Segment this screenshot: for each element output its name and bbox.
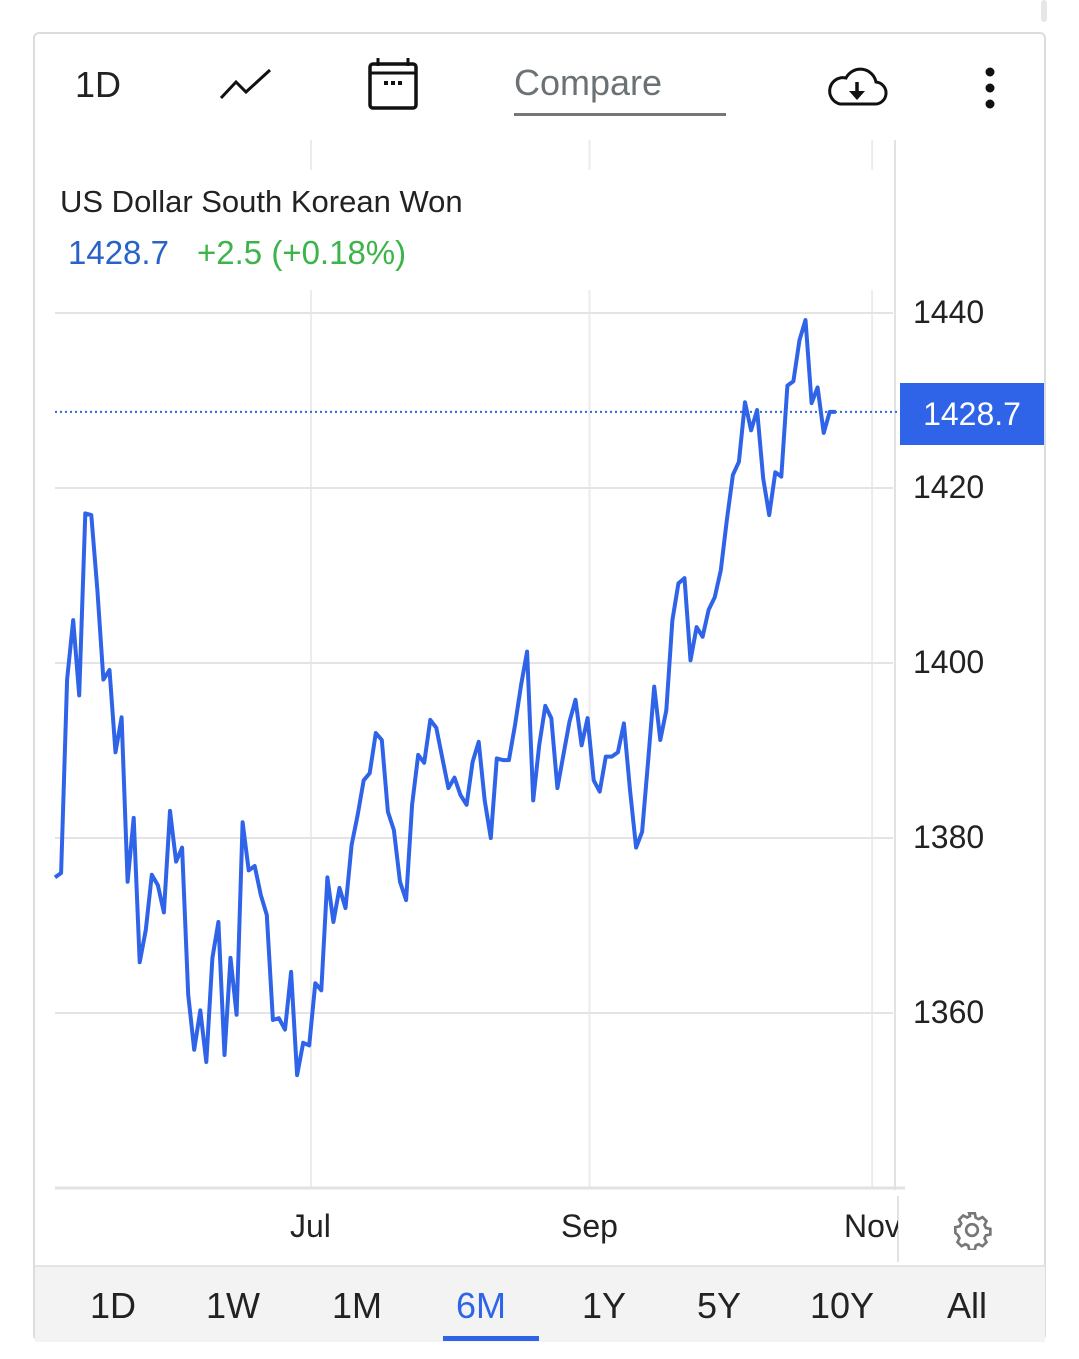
range-1m[interactable]: 1M — [332, 1285, 383, 1326]
cloud-download-icon[interactable] — [826, 64, 888, 108]
page-scrollbar[interactable] — [1041, 0, 1047, 22]
x-tick-sep: Sep — [561, 1208, 618, 1244]
y-tick-label: 1400 — [913, 644, 985, 680]
y-tick-label: 1440 — [913, 294, 985, 330]
range-all[interactable]: All — [947, 1285, 988, 1326]
price-change: +2.5 (+0.18%) — [197, 234, 407, 271]
y-tick-label: 1360 — [913, 994, 985, 1030]
range-5y[interactable]: 5Y — [697, 1285, 742, 1326]
gear-icon[interactable] — [952, 1210, 992, 1250]
last-price-tag: 1428.7 — [900, 383, 1044, 445]
line-chart-icon[interactable] — [218, 66, 274, 102]
range-1y[interactable]: 1Y — [582, 1285, 627, 1326]
x-tick-jul: Jul — [290, 1208, 331, 1244]
range-6m[interactable]: 6M — [456, 1285, 507, 1326]
y-tick-label: 1380 — [913, 819, 985, 855]
range-1w[interactable]: 1W — [206, 1285, 260, 1326]
instrument-title: US Dollar South Korean Won — [60, 184, 463, 219]
interval-button[interactable]: 1D — [75, 64, 122, 105]
compare-input[interactable]: Compare — [514, 62, 726, 116]
current-price: 1428.7 — [68, 234, 169, 271]
range-10y[interactable]: 10Y — [810, 1285, 875, 1326]
more-vertical-icon[interactable] — [982, 66, 998, 112]
range-1d[interactable]: 1D — [90, 1285, 137, 1326]
calendar-icon[interactable] — [366, 56, 420, 112]
series-line-usd-krw — [53, 318, 836, 1078]
x-tick-nov: Nov — [844, 1208, 898, 1244]
range-selector — [35, 1265, 1045, 1342]
y-tick-label: 1420 — [913, 469, 985, 505]
selected-range-indicator — [443, 1336, 539, 1341]
